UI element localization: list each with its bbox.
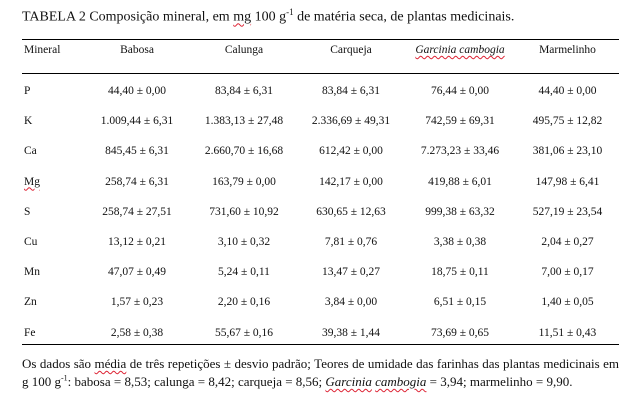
cell-value: 3,38 ± 0,38: [433, 236, 487, 249]
caption-unit-g: 100 g: [251, 9, 287, 25]
cell-value: 44,40 ± 0,00: [538, 85, 597, 98]
header-garcinia: Garcinia cambogia: [404, 44, 516, 76]
cell-value: 1,57 ± 0,23: [110, 296, 164, 309]
cell-value: 612,42 ± 0,00: [319, 145, 383, 158]
note-cambogia: cambogia: [375, 374, 427, 389]
row-mineral-label: K: [24, 115, 33, 128]
note-garcinia: Garcinia: [325, 374, 372, 389]
table-row: Mn 47,07 ± 0,49 5,24 ± 0,11 13,47 ± 0,27 18,…: [22, 257, 619, 287]
mineral-table: Mineral Babosa Calunga Carqueja Garcinia…: [22, 44, 619, 348]
table-row: Zn 1,57 ± 0,23 2,20 ± 0,16 3,84 ± 0,00 6,51 …: [22, 287, 619, 317]
note-text-4: = 3,94; marmelinho = 9,90.: [426, 374, 573, 389]
table-footnote: Os dados são média de três repetições ± …: [22, 355, 619, 391]
cell-value: 7,00 ± 0,17: [541, 266, 594, 279]
cell-value: 2,58 ± 0,38: [110, 326, 164, 339]
cell-value: 2,04 ± 0,27: [541, 236, 594, 249]
cell-value: 742,59 ± 69,31: [425, 115, 495, 128]
cell-value: 1.383,13 ± 27,48: [204, 115, 284, 128]
header-rule: [22, 73, 619, 74]
table-row: Mg 258,74 ± 6,31 163,79 ± 0,00 142,17 ± 0,0…: [22, 167, 619, 197]
note-exponent: -1: [61, 373, 68, 383]
caption-text: TABELA 2 Composição mineral, em: [22, 9, 234, 25]
row-mineral-label: Zn: [24, 296, 37, 309]
cell-value: 527,19 ± 23,54: [532, 205, 603, 218]
header-carqueja: Carqueja: [330, 44, 372, 56]
cell-value: 2,20 ± 0,16: [217, 296, 271, 309]
cell-value: 18,75 ± 0,11: [431, 266, 489, 279]
note-text-3: : babosa = 8,53; calunga = 8,42; carquej…: [67, 374, 326, 389]
cell-value: 6,51 ± 0,15: [433, 296, 487, 309]
cell-value: 55,67 ± 0,16: [214, 326, 274, 339]
cell-value: 2.660,70 ± 16,68: [204, 145, 284, 158]
table-top-rule: [22, 39, 619, 40]
table-bottom-rule: [22, 344, 619, 345]
row-mineral-label: Mn: [24, 266, 40, 279]
cell-value: 3,84 ± 0,00: [324, 296, 378, 309]
header-garcinia-label: Garcinia cambogia: [415, 44, 505, 56]
cell-value: 47,07 ± 0,49: [107, 266, 167, 279]
row-mineral-label: P: [24, 85, 31, 98]
cell-value: 73,69 ± 0,65: [430, 326, 490, 339]
cell-value: 3,10 ± 0,32: [217, 236, 271, 249]
caption-unit-mg: mg: [233, 9, 252, 25]
row-mineral-label: Cu: [24, 236, 38, 249]
cell-value: 44,40 ± 0,00: [107, 85, 167, 98]
cell-value: 11,51 ± 0,43: [538, 326, 597, 339]
header-calunga: Calunga: [224, 44, 264, 56]
cell-value: 147,98 ± 6,41: [535, 175, 600, 188]
header-marmelinho: Marmelinho: [539, 44, 596, 56]
cell-value: 83,84 ± 6,31: [321, 85, 381, 98]
cell-value: 13,12 ± 0,21: [107, 236, 167, 249]
cell-value: 999,38 ± 63,32: [425, 205, 495, 218]
cell-value: 419,88 ± 6,01: [428, 175, 492, 188]
cell-value: 495,75 ± 12,82: [532, 115, 603, 128]
cell-value: 258,74 ± 6,31: [105, 175, 169, 188]
table-row: Ca 845,45 ± 6,31 2.660,70 ± 16,68 612,42 ± …: [22, 136, 619, 166]
table-row: P 44,40 ± 0,00 83,84 ± 6,31 83,84 ± 6,31 76,…: [22, 76, 619, 106]
cell-value: 76,44 ± 0,00: [430, 85, 490, 98]
cell-value: 731,60 ± 10,92: [209, 205, 279, 218]
table-row: S 258,74 ± 27,51 731,60 ± 10,92 630,65 ± 12…: [22, 197, 619, 227]
cell-value: 83,84 ± 6,31: [214, 85, 274, 98]
cell-value: 7.273,23 ± 33,46: [420, 145, 500, 158]
header-babosa: Babosa: [120, 44, 154, 56]
caption-exponent: -1: [286, 7, 294, 17]
note-text-1: Os dados são: [22, 356, 95, 371]
note-media: média: [94, 356, 127, 371]
cell-value: 2.336,69 ± 49,31: [311, 115, 391, 128]
table-row: K 1.009,44 ± 6,31 1.383,13 ± 27,48 2.336,69…: [22, 106, 619, 136]
cell-value: 5,24 ± 0,11: [218, 266, 270, 279]
cell-value: 630,65 ± 12,63: [316, 205, 386, 218]
row-mineral-label: Ca: [24, 145, 37, 158]
cell-value: 1.009,44 ± 6,31: [100, 115, 174, 128]
cell-value: 13,47 ± 0,27: [321, 266, 381, 279]
row-mineral-label: Mg: [24, 175, 40, 188]
row-mineral-label: S: [24, 205, 31, 218]
cell-value: 142,17 ± 0,00: [319, 175, 383, 188]
header-mineral: Mineral: [24, 44, 61, 56]
cell-value: 39,38 ± 1,44: [321, 326, 381, 339]
caption-suffix: de matéria seca, de plantas medicinais.: [293, 9, 515, 25]
table-caption: TABELA 2 Composição mineral, em mg 100 g…: [22, 7, 514, 26]
cell-value: 163,79 ± 0,00: [212, 175, 276, 188]
cell-value: 381,06 ± 23,10: [532, 145, 603, 158]
note-text-2: de três repetições ± desvio padrão; Teor…: [22, 356, 619, 389]
cell-value: 845,45 ± 6,31: [105, 145, 169, 158]
table-row: Cu 13,12 ± 0,21 3,10 ± 0,32 7,81 ± 0,76 3,38…: [22, 227, 619, 257]
cell-value: 258,74 ± 27,51: [102, 205, 172, 218]
row-mineral-label: Fe: [24, 326, 36, 339]
table-row: Fe 2,58 ± 0,38 55,67 ± 0,16 39,38 ± 1,44 73,…: [22, 318, 619, 348]
cell-value: 7,81 ± 0,76: [324, 236, 378, 249]
table-header-row: Mineral Babosa Calunga Carqueja Garcinia…: [22, 44, 619, 76]
cell-value: 1,40 ± 0,05: [541, 296, 594, 309]
